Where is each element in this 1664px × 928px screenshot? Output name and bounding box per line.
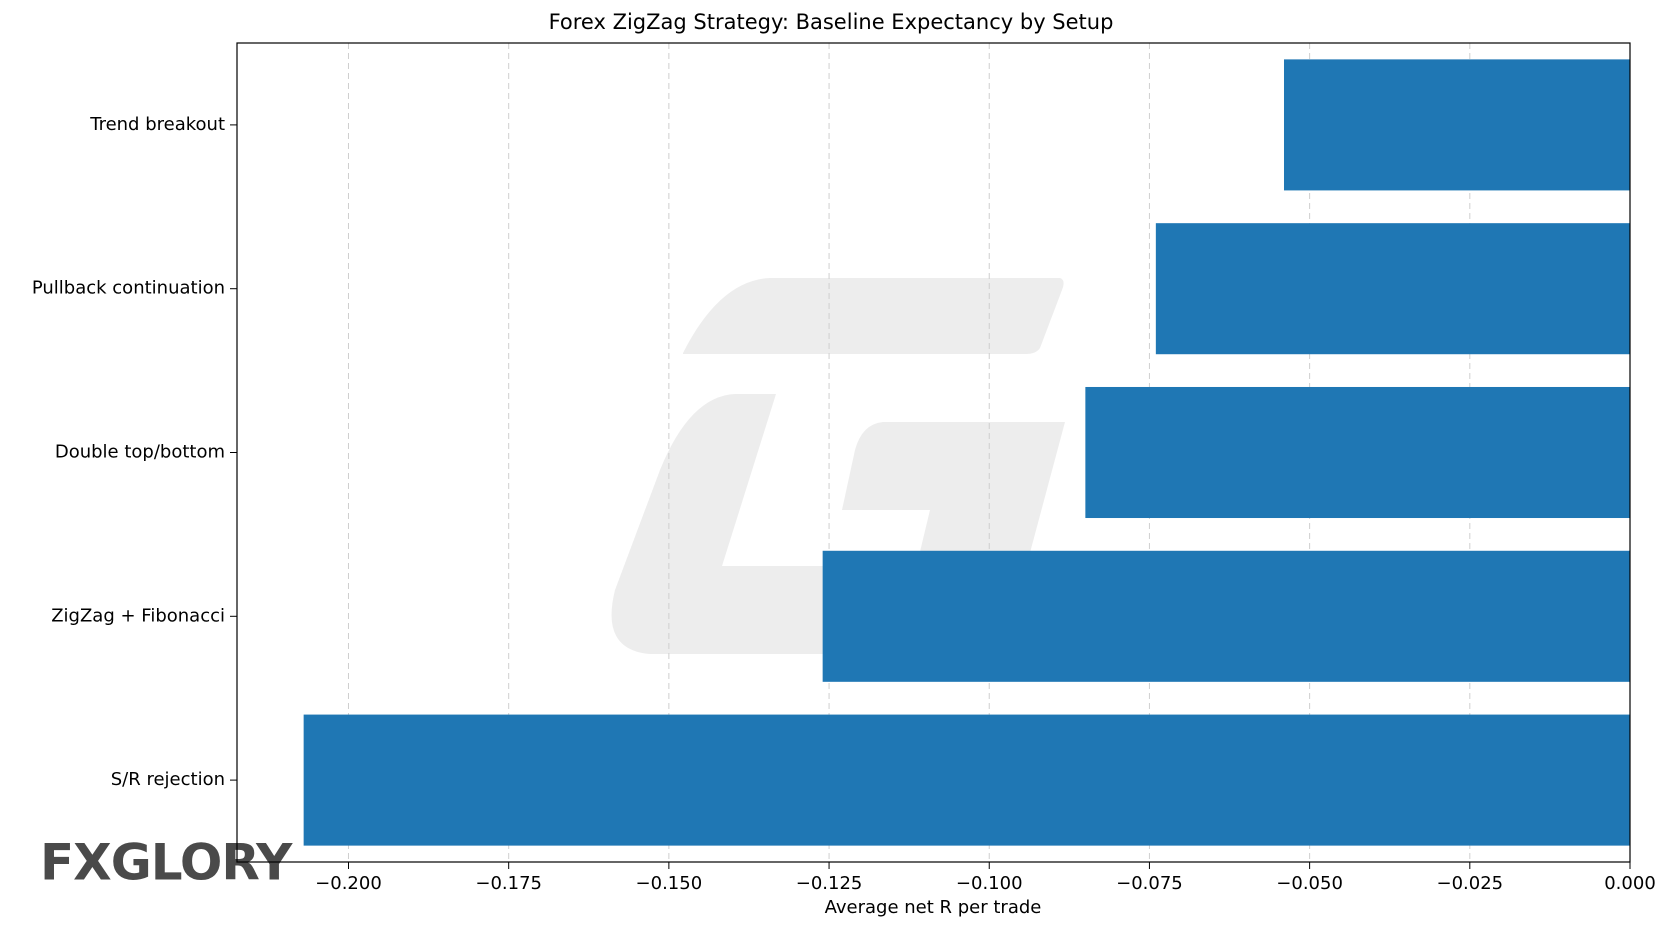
bar [303,714,1631,846]
y-tick-label: Pullback continuation [32,278,225,299]
bar [1283,59,1630,191]
x-tick-label: −0.025 [1436,873,1503,894]
y-tick-label: Trend breakout [89,114,225,135]
x-tick-label: −0.075 [1116,873,1183,894]
bar [1085,386,1630,519]
bar [1155,223,1630,355]
x-tick-label: −0.150 [636,873,703,894]
x-tick-label: −0.050 [1276,873,1343,894]
y-tick-label: S/R rejection [111,769,225,790]
x-tick-label: −0.175 [475,873,542,894]
y-tick-label: Double top/bottom [55,442,225,463]
y-tick-label: ZigZag + Fibonacci [51,605,225,626]
plot-frame [236,42,1631,863]
x-tick-label: −0.200 [315,873,382,894]
x-axis-label: Average net R per trade [825,897,1042,918]
x-tick-label: 0.000 [1604,873,1656,894]
bar [822,550,1630,682]
x-tick-label: −0.100 [956,873,1023,894]
x-tick-label: −0.125 [796,873,863,894]
chart-title: Forex ZigZag Strategy: Baseline Expectan… [549,10,1114,34]
